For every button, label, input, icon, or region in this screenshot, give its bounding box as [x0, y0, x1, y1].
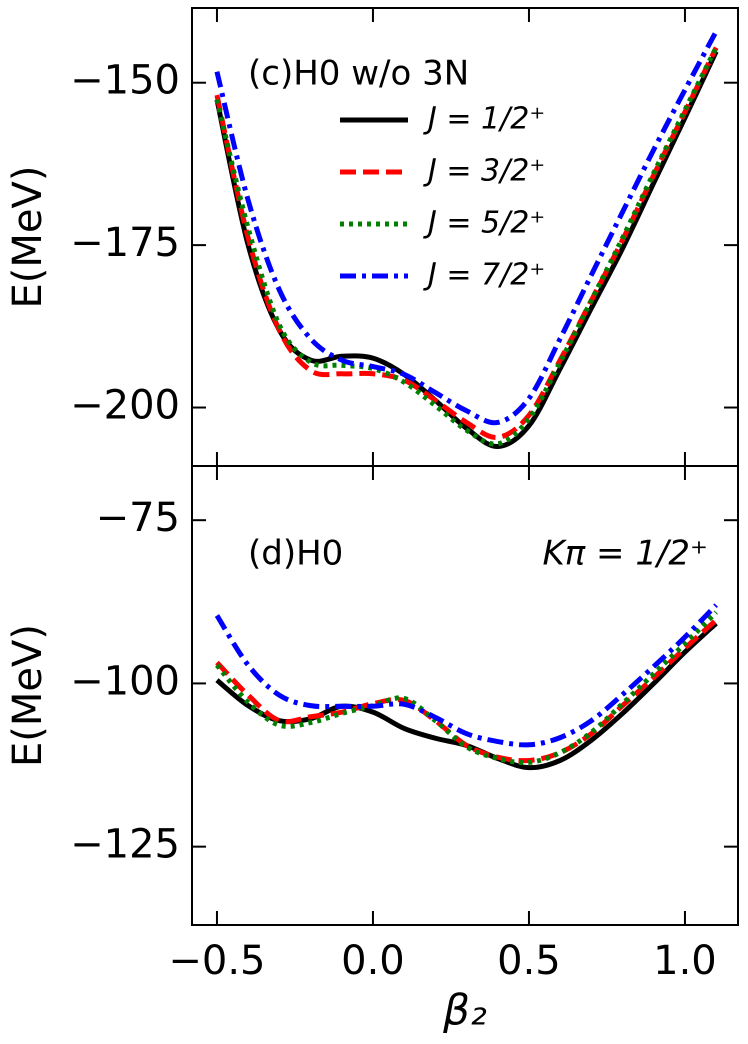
- legend-label: J = 1/2⁺: [423, 102, 545, 137]
- y-tick-label: −125: [70, 822, 180, 868]
- legend-label: J = 7/2⁺: [423, 258, 545, 293]
- x-tick-label: −0.5: [168, 938, 265, 984]
- y-axis-label: E(MeV): [5, 624, 51, 767]
- series-line: [215, 618, 718, 764]
- annotation: Kπ = 1/2⁺: [542, 534, 708, 574]
- y-tick-label: −175: [70, 220, 180, 266]
- legend-label: J = 5/2⁺: [423, 206, 545, 241]
- y-axis-label: E(MeV): [5, 166, 51, 309]
- plot-frame: [191, 465, 739, 926]
- x-tick-label: 0.0: [341, 938, 405, 984]
- series-line: [214, 46, 719, 440]
- y-tick-label: −150: [70, 58, 180, 104]
- x-tick-label: 0.5: [497, 938, 561, 984]
- annotation: (d)H0: [248, 534, 343, 574]
- series-line: [214, 46, 719, 447]
- x-axis-label: β₂: [442, 986, 487, 1035]
- y-tick-label: −200: [70, 383, 180, 429]
- x-tick-label: 1.0: [653, 938, 717, 984]
- y-tick-label: −100: [70, 658, 180, 704]
- series-line: [214, 30, 719, 426]
- series-line: [215, 610, 718, 766]
- y-tick-label: −75: [96, 495, 180, 541]
- series-line: [214, 603, 718, 748]
- legend-label: J = 3/2⁺: [423, 154, 545, 189]
- annotation: (c)H0 w/o 3N: [248, 54, 469, 94]
